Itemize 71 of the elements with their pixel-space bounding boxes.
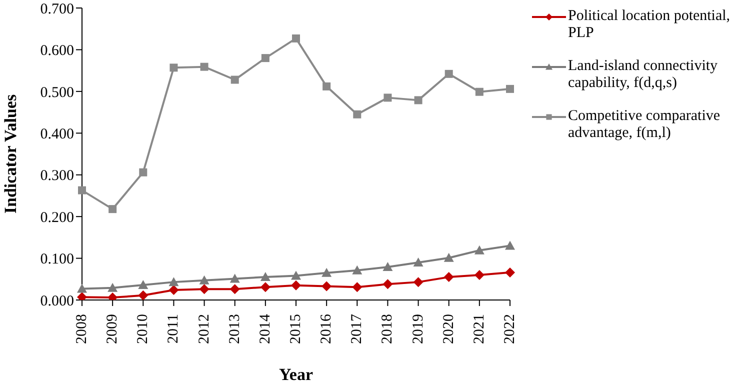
point [444,272,454,282]
point [138,280,148,289]
point [138,290,148,300]
y-tick-label: 0.700 [40,1,74,18]
point [382,262,393,272]
x-tick-label: 2019 [410,314,426,344]
point [260,272,270,282]
x-tick-label: 2009 [104,314,121,344]
x-tick-label: 2012 [196,314,212,344]
point [200,62,208,71]
y-tick-label: 0.500 [40,84,74,101]
point [474,270,484,280]
point [444,70,453,78]
point [413,257,424,266]
point [77,284,87,293]
point [505,267,515,278]
point [322,281,332,292]
point [230,274,240,283]
x-tick-label: 2013 [226,314,243,344]
y-axis-title: Indicator Values [1,94,20,214]
point [505,240,515,250]
point [413,277,424,288]
point [139,168,148,176]
point [292,34,300,42]
x-axis-title: Year [279,365,314,384]
y-tick-label: 0.100 [40,252,74,268]
x-tick-label: 2022 [502,314,518,344]
x-tick-label: 2008 [74,314,90,344]
point [199,284,210,294]
point [352,265,362,274]
point [353,110,362,118]
x-tick-label: 2018 [380,314,396,344]
legend-label: Competitive comparative advantage, f(m,l) [568,108,722,142]
point [322,268,332,277]
point [230,284,240,294]
y-tick-label: 0.400 [40,126,74,142]
legend-label: Land-island connectivity capability, f(d,q,s) [568,58,719,92]
y-tick-label: 0.000 [40,293,74,310]
point [168,277,179,286]
point [414,96,422,104]
point [260,282,270,292]
point [78,186,86,194]
point [322,82,331,90]
x-tick-label: 2010 [135,314,152,344]
point [199,275,210,284]
x-tick-label: 2011 [166,314,182,344]
point [474,245,484,254]
x-tick-label: 2021 [471,314,488,344]
x-tick-label: 2020 [440,314,457,344]
y-tick-label: 0.300 [40,168,74,184]
point [506,84,514,93]
point [475,88,484,96]
point [291,270,301,280]
point [382,279,393,290]
y-tick-label: 0.200 [40,210,74,226]
x-tick-label: 2016 [318,314,335,344]
point [384,94,392,102]
point [168,284,179,295]
point [170,64,178,72]
point [291,280,301,290]
point [230,76,239,84]
y-tick-label: 0.600 [40,43,74,60]
point [108,282,118,292]
point [108,205,117,214]
x-tick-label: 2015 [288,314,304,344]
x-tick-label: 2014 [257,314,274,344]
x-tick-label: 2017 [349,314,366,344]
point [444,252,454,262]
point [261,54,270,62]
legend-label: Political location potential, PLP [568,8,732,42]
point [352,282,362,292]
